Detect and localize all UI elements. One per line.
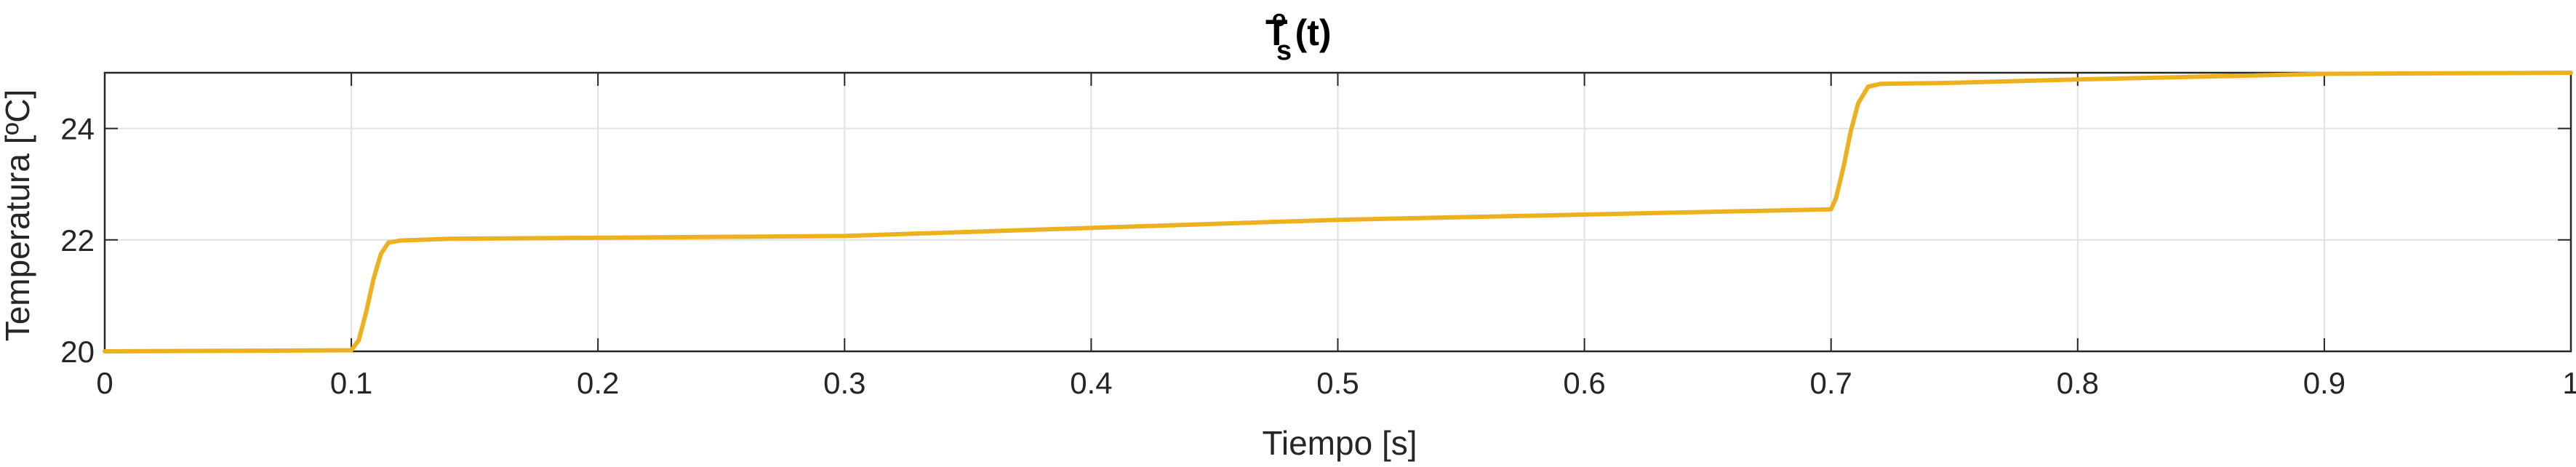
temperature-series-line: [103, 71, 2573, 354]
series-layer: [103, 71, 2573, 354]
y-tick-label: 20: [60, 335, 95, 369]
y-tick-label: 24: [60, 112, 95, 146]
y-axis-label: Temperatura [ºC]: [0, 89, 36, 342]
x-tick-label: 0.8: [2057, 366, 2099, 400]
x-tick-label: 0.3: [823, 366, 865, 400]
y-tick-label: 22: [60, 223, 95, 258]
x-tick-label: 0.9: [2303, 366, 2345, 400]
x-tick-label: 0.1: [330, 366, 372, 400]
x-tick-label: 0.2: [577, 366, 619, 400]
x-tick-label: 0.6: [1563, 366, 1605, 400]
x-tick-label: 0.7: [1810, 366, 1852, 400]
plot-axes: [103, 71, 2572, 353]
x-tick-label: 0.4: [1070, 366, 1112, 400]
x-tick-label: 1: [2562, 366, 2576, 400]
title-suffix: (t): [1295, 12, 1332, 53]
chart-title: T o s (t): [1265, 5, 1332, 66]
tick-labels: 0 0.1 0.2 0.3 0.4 0.5 0.6 0.7 0.8 0.9 1 20 22 24: [60, 112, 2576, 400]
x-tick-label: 0.5: [1316, 366, 1359, 400]
title-subscript: s: [1276, 36, 1292, 66]
title-superscript: o: [1272, 5, 1287, 31]
plot-frame: [103, 71, 2572, 353]
title-main: T: [1265, 12, 1288, 53]
x-tick-label: 0: [96, 366, 113, 400]
x-axis-label: Tiempo [s]: [1262, 424, 1417, 462]
